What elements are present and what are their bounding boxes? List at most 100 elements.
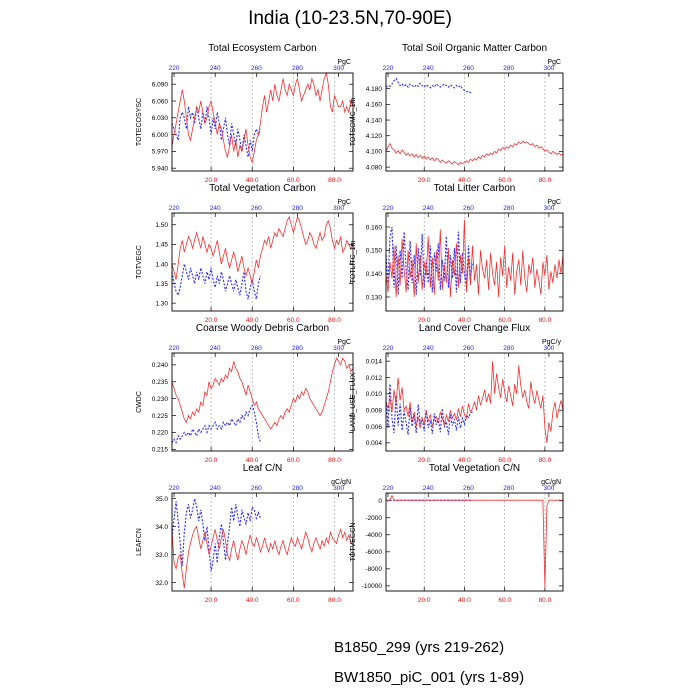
y-tick-label: -10000: [362, 583, 383, 590]
y-axis-label: LAND_USE_FLUX: [350, 372, 357, 431]
x-tick-label-top: 220: [169, 205, 180, 212]
y-tick-label: 35.0: [155, 496, 168, 503]
x-tick-label-bottom: 40.0: [246, 317, 259, 324]
x-tick-label-top: 240: [423, 345, 434, 352]
series-b1850-line: [385, 383, 473, 435]
y-tick-label: 6.090: [152, 82, 169, 89]
x-tick-label-bottom: 20.0: [418, 317, 431, 324]
x-tick-label-bottom: 40.0: [246, 597, 259, 604]
plot-frame: [171, 492, 354, 592]
y-tick-label: 6.030: [152, 115, 169, 122]
panel-title: Leaf C/N: [243, 463, 282, 474]
panel-8: Total Vegetation C/N gC/gN TOTVEGCN 20.0 40.…: [350, 463, 564, 604]
series-b1850-line: [385, 77, 473, 94]
x-tick-label-bottom: 60.0: [498, 597, 511, 604]
y-axis-label: TOTVEGCN: [350, 523, 357, 562]
y-tick-label: 0.004: [366, 440, 383, 447]
series-bw1850-line: [171, 357, 354, 430]
series-b1850-line: [171, 498, 261, 572]
y-axis-label: LEAFCN: [136, 528, 143, 556]
panel-7: Leaf C/N gC/gN LEAFCN 20.0 40.0 60.0 80.0 220 24…: [136, 463, 354, 604]
y-tick-label: 0: [378, 498, 382, 505]
y-tick-label: 1.30: [155, 300, 168, 307]
x-tick-label-top: 260: [463, 485, 474, 492]
x-tick-label-top: 220: [383, 65, 394, 72]
x-tick-label-top: 280: [503, 205, 514, 212]
y-tick-label: 0.220: [152, 430, 169, 437]
x-tick-label-bottom: 40.0: [458, 177, 471, 184]
legend-label-b: BW1850_piC_001 (yrs 1-89): [334, 669, 525, 686]
x-tick-label-top: 240: [210, 485, 221, 492]
x-tick-label-bottom: 40.0: [246, 457, 259, 464]
x-tick-label-top: 300: [333, 205, 344, 212]
x-tick-label-bottom: 40.0: [458, 597, 471, 604]
x-tick-label-top: 220: [169, 345, 180, 352]
y-tick-label: 4.120: [366, 133, 383, 140]
x-tick-label-top: 260: [463, 65, 474, 72]
y-tick-label: -6000: [365, 549, 382, 556]
x-tick-label-top: 240: [423, 485, 434, 492]
y-tick-label: 0.008: [366, 407, 383, 414]
x-tick-label-bottom: 60.0: [498, 317, 511, 324]
x-tick-label-top: 300: [543, 205, 554, 212]
x-tick-label-top: 240: [423, 205, 434, 212]
series-bw1850-line: [385, 140, 564, 166]
panel-3: Total Vegetation Carbon PgC TOTVEGC 20.0 40.…: [136, 183, 354, 324]
x-tick-label-bottom: 20.0: [205, 177, 218, 184]
x-tick-label-top: 280: [292, 205, 303, 212]
x-tick-label-bottom: 40.0: [246, 177, 259, 184]
x-tick-label-top: 260: [251, 65, 262, 72]
panel-1: Total Ecosystem Carbon PgC TOTECOSYSC 20.0 4…: [136, 43, 354, 184]
x-tick-label-top: 240: [423, 65, 434, 72]
y-tick-label: -2000: [365, 515, 382, 522]
y-tick-label: 0.006: [366, 424, 383, 431]
y-axis-label: TOTECOSYSC: [136, 98, 143, 146]
x-tick-label-bottom: 20.0: [205, 457, 218, 464]
x-tick-label-bottom: 80.0: [539, 597, 552, 604]
panel-4: Total Litter Carbon PgC TOTLITC_1m 20.0 40.0…: [350, 183, 564, 324]
y-tick-label: 1.45: [155, 242, 168, 249]
legend-label-a: B1850_299 (yrs 219-262): [334, 639, 505, 656]
panel-title: Total Vegetation Carbon: [209, 183, 316, 194]
x-tick-label-bottom: 20.0: [205, 317, 218, 324]
y-tick-label: 32.0: [155, 580, 168, 587]
y-axis-label: TOTVEGC: [136, 245, 143, 279]
x-tick-label-top: 260: [463, 205, 474, 212]
x-tick-label-top: 300: [333, 65, 344, 72]
y-tick-label: 0.140: [366, 271, 383, 278]
y-tick-label: 4.180: [366, 86, 383, 93]
panel-title: Total Litter Carbon: [434, 183, 516, 194]
y-tick-label: 0.240: [152, 362, 169, 369]
plot-frame: [171, 72, 354, 172]
y-tick-label: 1.35: [155, 281, 168, 288]
panel-5: Coarse Woody Debris Carbon PgC CWDC 20.0 40.…: [136, 323, 354, 464]
series-bw1850-line: [171, 71, 354, 165]
x-tick-label-bottom: 20.0: [418, 457, 431, 464]
x-tick-label-bottom: 20.0: [418, 597, 431, 604]
x-tick-label-bottom: 40.0: [458, 317, 471, 324]
x-tick-label-top: 280: [503, 345, 514, 352]
panel-units: gC/gN: [331, 479, 351, 486]
x-tick-label-top: 280: [292, 65, 303, 72]
series-b1850-line: [385, 226, 474, 295]
x-tick-label-bottom: 60.0: [287, 597, 300, 604]
x-tick-label-bottom: 80.0: [539, 177, 552, 184]
y-tick-label: 6.000: [152, 132, 169, 139]
series-bw1850-line: [171, 525, 353, 589]
x-tick-label-top: 260: [251, 205, 262, 212]
x-tick-label-bottom: 20.0: [205, 597, 218, 604]
panel-title: Total Ecosystem Carbon: [208, 43, 316, 54]
x-tick-label-bottom: 80.0: [539, 317, 552, 324]
y-tick-label: 6.060: [152, 98, 169, 105]
plot-frame: [385, 352, 564, 452]
x-tick-label-top: 260: [463, 345, 474, 352]
legend-entry-a: B1850_299 (yrs 219-262): [160, 638, 580, 662]
x-tick-label-bottom: 60.0: [287, 317, 300, 324]
x-tick-label-top: 280: [292, 485, 303, 492]
panel-units: PgC: [547, 59, 561, 66]
x-tick-label-bottom: 40.0: [458, 457, 471, 464]
x-tick-label-top: 240: [210, 345, 221, 352]
panel-title: Total Vegetation C/N: [429, 463, 520, 474]
